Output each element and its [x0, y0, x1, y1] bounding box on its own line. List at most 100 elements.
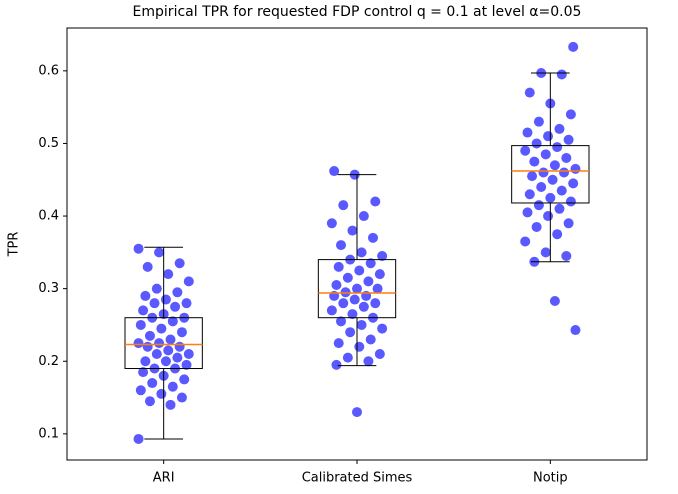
data-point: [183, 348, 194, 359]
data-point: [570, 163, 581, 174]
data-point: [345, 327, 356, 338]
data-point: [338, 200, 349, 211]
data-point: [331, 280, 342, 291]
data-point: [533, 200, 544, 211]
data-point: [543, 131, 554, 142]
data-point: [133, 338, 144, 349]
y-tick-label: 0.6: [38, 63, 59, 78]
data-point: [363, 276, 374, 287]
data-point: [135, 385, 146, 396]
data-point: [342, 352, 353, 363]
data-point: [365, 334, 376, 345]
data-point: [538, 167, 549, 178]
data-point: [374, 348, 385, 359]
data-point: [561, 152, 572, 163]
data-point: [135, 319, 146, 330]
data-point: [568, 41, 579, 52]
data-point: [336, 316, 347, 327]
data-point: [142, 341, 153, 352]
data-point: [377, 250, 388, 261]
data-point: [163, 345, 174, 356]
data-point: [370, 196, 381, 207]
data-point: [342, 272, 353, 283]
y-tick-label: 0.3: [38, 281, 59, 296]
data-point: [174, 258, 185, 269]
data-point: [363, 356, 374, 367]
data-point: [181, 298, 192, 309]
data-point: [540, 247, 551, 258]
data-point: [326, 305, 337, 316]
data-point: [524, 87, 535, 98]
data-point: [520, 145, 531, 156]
data-point: [527, 171, 538, 182]
y-tick-label: 0.4: [38, 209, 59, 224]
x-tick-label: Notip: [533, 471, 568, 486]
data-point: [570, 325, 581, 336]
data-point: [524, 189, 535, 200]
box: [317, 259, 397, 319]
data-point: [549, 295, 560, 306]
data-point: [370, 298, 381, 309]
data-point: [147, 378, 158, 389]
data-point: [160, 356, 171, 367]
data-point: [151, 348, 162, 359]
data-point: [533, 116, 544, 127]
y-tick-label: 0.2: [38, 354, 59, 369]
data-point: [333, 338, 344, 349]
data-point: [133, 243, 144, 254]
data-point: [347, 309, 358, 320]
data-point: [554, 203, 565, 214]
data-point: [356, 319, 367, 330]
data-point: [181, 359, 192, 370]
data-point: [144, 396, 155, 407]
data-point: [349, 294, 360, 305]
data-point: [549, 160, 560, 171]
data-point: [531, 221, 542, 232]
data-point: [144, 330, 155, 341]
data-point: [176, 392, 187, 403]
data-point: [140, 356, 151, 367]
data-point: [367, 232, 378, 243]
data-point: [352, 407, 362, 418]
data-point: [329, 166, 340, 177]
data-point: [554, 123, 565, 134]
data-point: [358, 301, 369, 312]
data-point: [372, 283, 383, 294]
data-point: [151, 283, 162, 294]
data-point: [559, 167, 570, 178]
data-point: [167, 381, 178, 392]
data-point: [163, 269, 174, 280]
data-point: [154, 247, 165, 258]
data-point: [565, 196, 576, 207]
data-point: [333, 261, 344, 272]
data-point: [133, 433, 144, 444]
data-point: [174, 341, 185, 352]
data-point: [179, 374, 190, 385]
data-point: [374, 269, 385, 280]
data-point: [170, 301, 181, 312]
data-point: [336, 240, 347, 251]
data-point: [172, 352, 183, 363]
data-point: [331, 359, 342, 370]
data-point: [563, 134, 574, 145]
data-point: [347, 225, 358, 236]
chart-title: Empirical TPR for requested FDP control …: [133, 4, 582, 20]
data-point: [563, 218, 574, 229]
data-point: [377, 323, 388, 334]
data-point: [156, 388, 167, 399]
data-point: [138, 367, 149, 378]
data-point: [552, 229, 563, 240]
data-point: [149, 298, 160, 309]
data-point: [529, 156, 540, 167]
data-point: [547, 174, 558, 185]
data-point: [183, 276, 194, 287]
plot-frame: [66, 27, 648, 461]
x-tick-label: Calibrated Simes: [302, 471, 413, 486]
data-point: [142, 261, 153, 272]
data-point: [326, 218, 337, 229]
data-point: [540, 149, 551, 160]
data-point: [552, 142, 563, 153]
data-point: [354, 265, 365, 276]
data-point: [176, 327, 187, 338]
